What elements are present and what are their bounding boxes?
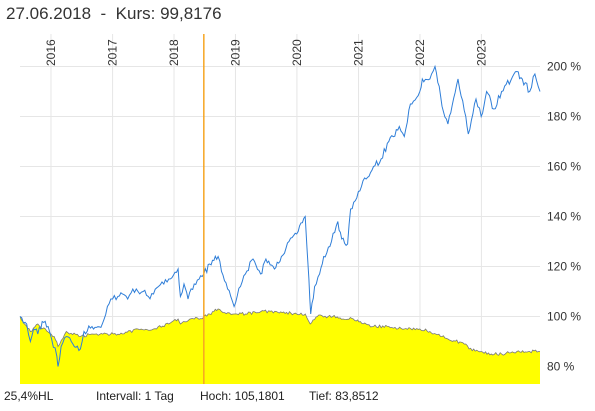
series-area-fill — [20, 309, 540, 384]
header-separator: - — [100, 4, 107, 23]
header-date: 27.06.2018 — [6, 4, 92, 23]
x-tick-label: 2021 — [352, 39, 366, 66]
chart-header: 27.06.2018 - Kurs: 99,8176 — [6, 4, 222, 24]
x-tick-label: 2022 — [413, 39, 427, 66]
y-tick-label: 100 % — [547, 310, 581, 324]
x-tick-label: 2019 — [228, 39, 242, 66]
series-line — [19, 64, 541, 367]
series-area-outline — [19, 308, 540, 356]
x-tick-label: 2020 — [290, 39, 304, 66]
footer-low: Tief: 83,8512 — [309, 389, 379, 403]
x-tick-label: 2018 — [167, 39, 181, 66]
y-axis-labels: 80 % 100 % 120 % 140 % 160 % 180 % 200 % — [547, 60, 581, 374]
y-tick-label: 120 % — [547, 260, 581, 274]
y-tick-label: 80 % — [547, 360, 575, 374]
y-tick-label: 160 % — [547, 160, 581, 174]
x-tick-label: 2023 — [474, 39, 488, 66]
y-tick-label: 200 % — [547, 60, 581, 74]
header-price: Kurs: 99,8176 — [115, 4, 222, 23]
chart-footer: 25,4%HL Intervall: 1 Tag Hoch: 105,1801 … — [0, 386, 595, 408]
x-tick-label: 2016 — [44, 39, 58, 66]
x-axis-labels: 2016 2017 2018 2019 2020 2021 2022 2023 — [44, 39, 488, 66]
footer-high: Hoch: 105,1801 — [200, 389, 285, 403]
line-layer — [19, 64, 541, 367]
footer-hl: 25,4%HL — [4, 389, 54, 403]
x-tick-label: 2017 — [106, 39, 120, 66]
footer-interval: Intervall: 1 Tag — [96, 389, 174, 403]
y-tick-label: 180 % — [547, 110, 581, 124]
area-layer — [19, 308, 540, 384]
y-tick-label: 140 % — [547, 210, 581, 224]
